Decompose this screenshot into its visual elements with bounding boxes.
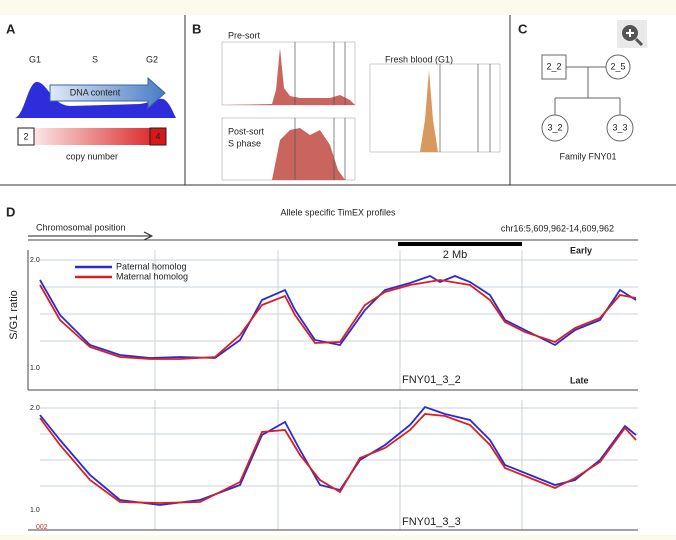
caption: Family FNY01 (559, 151, 616, 161)
node-label: 2_2 (546, 61, 561, 71)
phase-label: G1 (29, 54, 41, 64)
arrow (49, 76, 166, 110)
scale-bar-label: 2 Mb (443, 249, 467, 261)
arrow (28, 231, 154, 241)
panel-letter: A (6, 21, 16, 36)
box (17, 127, 35, 146)
zoom-button[interactable] (617, 20, 647, 48)
y-tick-label: 2.0 (30, 257, 40, 264)
panel-letter: C (518, 21, 528, 36)
node-label: 3_3 (612, 122, 627, 132)
legend-label: Paternal homolog (116, 261, 187, 271)
late-label: Late (570, 375, 589, 385)
node-label: 2_5 (610, 61, 625, 71)
plot-label: S phase (228, 138, 261, 148)
y-tick-label: 1.0 (30, 507, 40, 514)
gate-lines (294, 42, 491, 180)
plot-title: Allele specific TimEX profiles (280, 207, 396, 217)
panel-letter: D (6, 204, 15, 219)
y-tick-label: 2.0 (30, 405, 40, 412)
histogram (222, 128, 345, 180)
node-label: 3_2 (547, 122, 562, 132)
histogram (370, 70, 438, 152)
scale-label: 2 (23, 131, 28, 141)
early-label: Early (570, 245, 592, 255)
histogram (15, 81, 176, 118)
plot-label: Fresh blood (G1) (385, 54, 453, 64)
pedigree (541, 54, 634, 142)
histogram (222, 48, 355, 105)
legend-label: Maternal homolog (116, 271, 188, 281)
arrow-label: DNA content (70, 87, 121, 97)
y-tick-label: 1.0 (30, 365, 40, 372)
box (149, 127, 167, 146)
plot-name: FNY01_3_3 (402, 516, 461, 528)
plot-label: Pre-sort (228, 30, 261, 40)
phase-label: G2 (146, 54, 158, 64)
region-label: chr16:5,609,962-14,609,962 (501, 223, 614, 233)
plot-grid (40, 250, 638, 530)
profiles (39, 275, 637, 506)
axis-label: Chromosomal position (36, 222, 126, 232)
y-axis-label: S/G1 ratio (8, 290, 20, 340)
scale-caption: copy number (66, 151, 118, 161)
plot-name: FNY01_3_2 (402, 374, 461, 386)
scale-label: 4 (155, 131, 160, 141)
corner-note: 002 (36, 524, 48, 531)
phase-label: S (92, 54, 98, 64)
gradient-bar (18, 128, 166, 145)
plot-label: Post-sort (228, 126, 265, 136)
panel-letter: B (192, 21, 201, 36)
